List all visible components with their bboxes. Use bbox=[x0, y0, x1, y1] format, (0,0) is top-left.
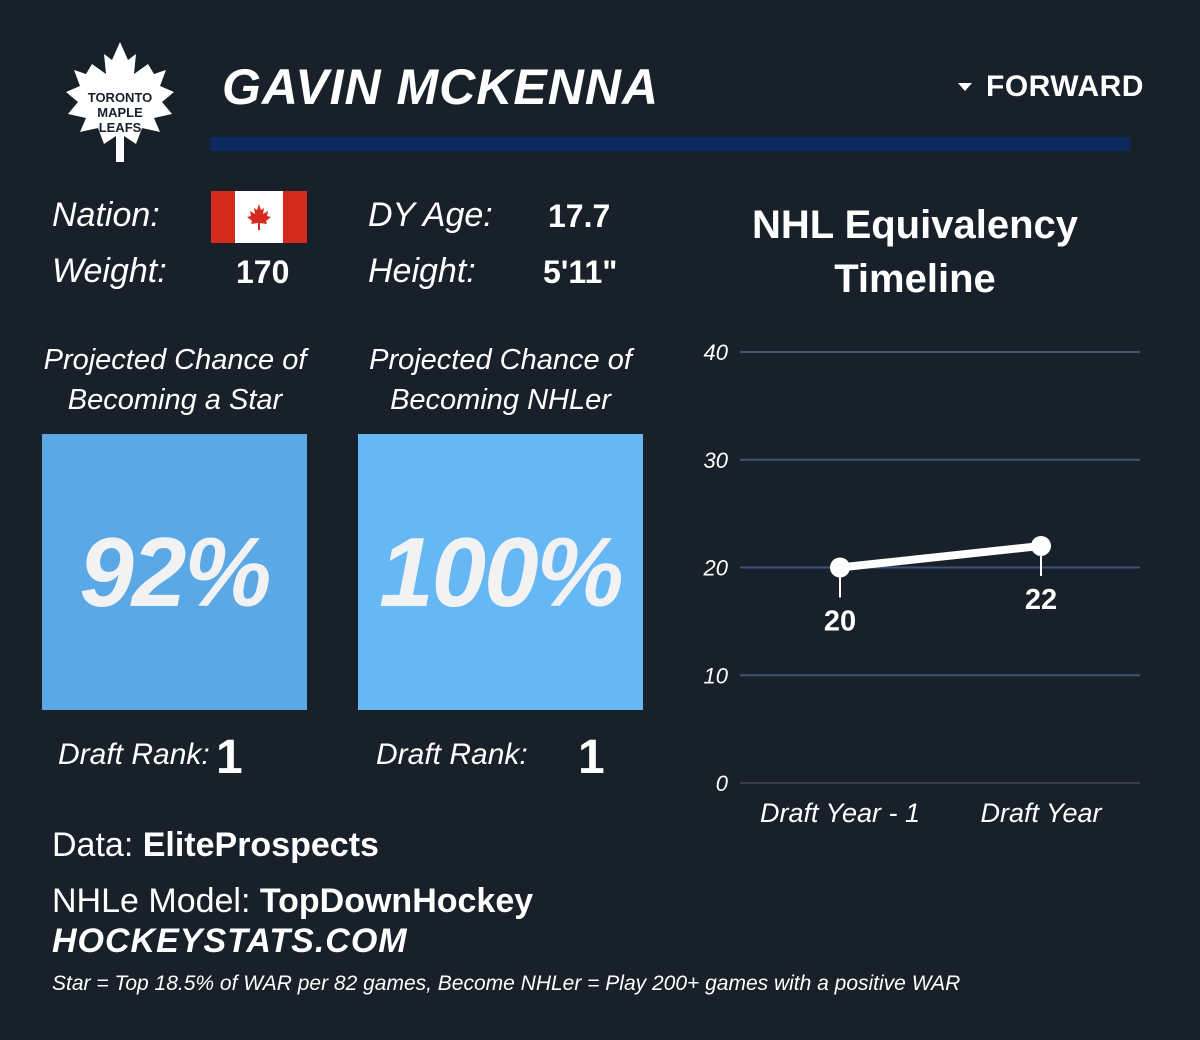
model-source-line: NHLe Model: TopDownHockey bbox=[52, 882, 533, 921]
chart-title: NHL Equivalency Timeline bbox=[700, 198, 1130, 306]
maple-leafs-logo: TORONTO MAPLE LEAFS bbox=[66, 42, 174, 162]
y-tick-label: 0 bbox=[716, 771, 729, 796]
logo-text-line1: TORONTO bbox=[88, 90, 153, 105]
canada-flag-icon bbox=[211, 191, 307, 243]
data-point bbox=[830, 557, 850, 578]
player-name: GAVIN MCKENNA bbox=[222, 59, 660, 115]
header-divider bbox=[210, 137, 1130, 151]
model-source-name: TopDownHockey bbox=[259, 882, 534, 920]
y-tick-label: 20 bbox=[703, 556, 729, 581]
nhler-chance-value: 100% bbox=[379, 516, 624, 627]
data-point bbox=[1031, 535, 1051, 556]
brand-wordmark: HOCKEYSTATS.COM bbox=[52, 922, 408, 960]
chart-title-line1: NHL Equivalency bbox=[751, 203, 1079, 247]
nhler-chance-title: Projected Chance of Becoming NHLer bbox=[358, 340, 643, 420]
chart-title-line2: Timeline bbox=[834, 257, 996, 301]
star-rank-value: 1 bbox=[216, 731, 243, 784]
star-chance-title: Projected Chance of Becoming a Star bbox=[42, 340, 308, 420]
data-source-label: Data: bbox=[52, 826, 134, 864]
star-title-line2: Becoming a Star bbox=[67, 384, 283, 416]
nhler-rank-label: Draft Rank: bbox=[376, 738, 528, 771]
star-rank-label: Draft Rank: bbox=[58, 738, 210, 771]
position-label: FORWARD bbox=[986, 70, 1144, 103]
nhler-rank-value: 1 bbox=[578, 731, 605, 784]
dy-age-label: DY Age: bbox=[368, 196, 493, 234]
dy-age-value: 17.7 bbox=[548, 198, 611, 234]
data-source-name: EliteProspects bbox=[142, 826, 379, 864]
flag-maple-leaf-icon bbox=[247, 204, 271, 230]
nhler-chance-box: 100% bbox=[358, 434, 643, 710]
logo-text-line2: MAPLE bbox=[97, 105, 143, 120]
star-chance-box: 92% bbox=[42, 434, 307, 710]
weight-label: Weight: bbox=[52, 252, 167, 290]
nhle-line-chart: 0 10 20 30 40 Draft Year - 1 Draft Year 20 22 bbox=[703, 340, 1140, 828]
maple-leaf-icon bbox=[66, 42, 174, 162]
star-title-line1: Projected Chance of bbox=[43, 344, 307, 376]
position-dropdown[interactable]: FORWARD bbox=[958, 70, 1144, 104]
weight-value: 170 bbox=[236, 254, 290, 290]
footnote: Star = Top 18.5% of WAR per 82 games, Be… bbox=[52, 972, 961, 995]
nhler-title-line1: Projected Chance of bbox=[369, 344, 632, 376]
data-label: 22 bbox=[1025, 584, 1057, 616]
nation-label: Nation: bbox=[52, 196, 160, 234]
x-tick-label: Draft Year - 1 bbox=[760, 798, 920, 828]
caret-down-icon bbox=[958, 83, 972, 91]
y-tick-label: 30 bbox=[704, 448, 729, 473]
series-line bbox=[836, 541, 1045, 572]
x-tick-label: Draft Year bbox=[980, 798, 1102, 828]
model-source-label: NHLe Model: bbox=[52, 882, 251, 920]
nhler-title-line2: Becoming NHLer bbox=[390, 384, 611, 416]
height-value: 5'11" bbox=[543, 254, 618, 290]
data-label: 20 bbox=[824, 606, 856, 638]
data-source-line: Data: EliteProspects bbox=[52, 826, 379, 865]
logo-text-line3: LEAFS bbox=[99, 120, 142, 135]
y-tick-label: 40 bbox=[704, 340, 729, 365]
height-label: Height: bbox=[368, 252, 476, 290]
y-tick-label: 10 bbox=[704, 663, 729, 688]
star-chance-value: 92% bbox=[79, 516, 271, 627]
